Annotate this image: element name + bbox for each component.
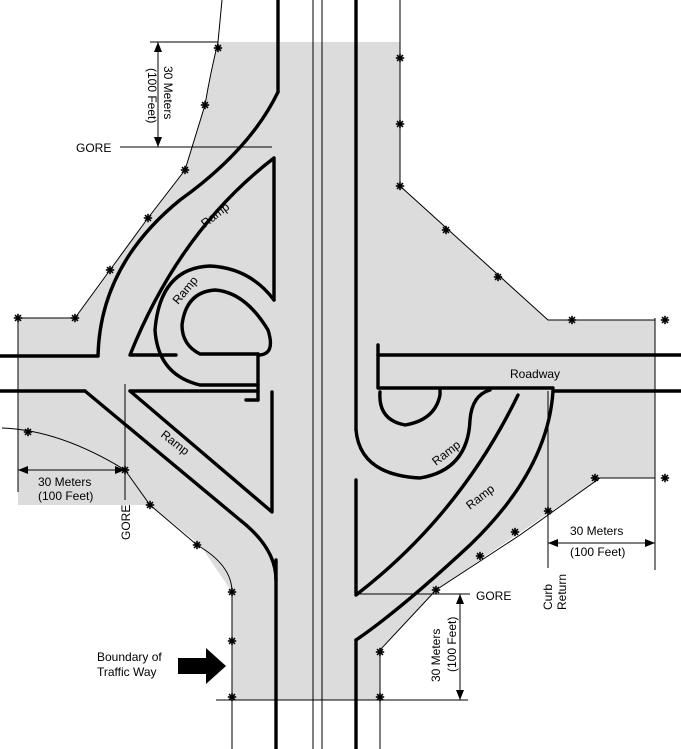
sw-ramp-triangle: [128, 389, 274, 514]
boundary-marker-icon: [375, 692, 385, 702]
boundary-marker-icon: [375, 647, 385, 657]
boundary-marker-icon: [13, 313, 23, 323]
nw-ramp-triangle: [128, 156, 276, 357]
boundary-marker-icon: [23, 427, 33, 437]
se-ramp-triangle: [354, 393, 520, 597]
boundary-marker-icon: [227, 692, 237, 702]
boundary-marker-icon: [660, 473, 670, 483]
boundary-marker-icon: [441, 225, 451, 235]
dim-bottom-metric: 30 Meters: [429, 629, 443, 682]
boundary-marker-icon: [395, 181, 405, 191]
boundary-line-upper-right: [399, 0, 655, 321]
traffic-way-area: [18, 42, 655, 700]
dim-left-imperial: (100 Feet): [38, 489, 93, 503]
boundary-marker-icon: [213, 43, 223, 53]
dim-right-metric: 30 Meters: [570, 524, 623, 538]
sw-outer-ramp: [83, 389, 278, 582]
boundary-marker-icon: [105, 265, 115, 275]
boundary-marker-icon: [145, 500, 155, 510]
boundary-marker-icon: [143, 213, 153, 223]
boundary-line-lower-right: [379, 477, 655, 749]
gore-label-sw: GORE: [119, 505, 133, 540]
nw-loop-inner: [180, 288, 273, 357]
dim-right-arrow-l: [548, 539, 558, 547]
boundary-marker-icon: [431, 585, 441, 595]
ne-connector: [376, 343, 555, 390]
dim-left-arrow-l: [18, 466, 28, 474]
dim-right-arrow-r: [645, 539, 655, 547]
boundary-marker-icon: [70, 313, 80, 323]
boundary-marker-icon: [590, 473, 600, 483]
boundary-marker-icon: [192, 540, 202, 550]
boundary-marker-icon: [120, 465, 130, 475]
boundary-marker-icon: [395, 53, 405, 63]
boundary-marker-icon: [227, 587, 237, 597]
boundary-pointer-icon: [178, 648, 226, 684]
gore-label-se: GORE: [476, 589, 511, 603]
gore-label-nw: GORE: [76, 141, 111, 155]
boundary-marker-icon: [510, 527, 520, 537]
dim-left-arrow-r: [115, 466, 125, 474]
boundary-marker-icon: [493, 272, 503, 282]
curb-label: Curb: [541, 584, 555, 610]
boundary-markers: [13, 43, 670, 702]
boundary-label-line1: Boundary of: [97, 650, 162, 664]
boundary-marker-icon: [395, 119, 405, 129]
boundary-marker-icon: [660, 315, 670, 325]
boundary-marker-icon: [227, 636, 237, 646]
nw-outer-ramp: [96, 90, 280, 358]
dim-top-metric: 30 Meters: [161, 66, 175, 119]
dim-top-arrow-up: [154, 42, 162, 52]
boundary-label-line2: Traffic Way: [97, 665, 157, 679]
dim-top-imperial: (100 Feet): [145, 68, 159, 123]
dim-bottom-arrow-up: [456, 594, 464, 604]
dim-right-imperial: (100 Feet): [570, 545, 625, 559]
boundary-marker-icon: [475, 551, 485, 561]
dim-bottom-arrow-down: [456, 690, 464, 700]
roadway-label: Roadway: [510, 367, 560, 381]
boundary-marker-icon: [200, 100, 210, 110]
se-outer-ramp: [354, 389, 555, 642]
boundary-line-lower-left: [1, 427, 233, 749]
se-loop-outer: [354, 388, 492, 480]
nw-loop-ramp: [153, 264, 276, 387]
ne-loop: [378, 388, 442, 427]
dim-top-arrow-down: [154, 137, 162, 147]
return-label: Return: [555, 574, 569, 610]
dim-bottom-imperial: (100 Feet): [445, 617, 459, 672]
dim-left-metric: 30 Meters: [38, 475, 91, 489]
boundary-marker-icon: [180, 165, 190, 175]
boundary-marker-icon: [567, 315, 577, 325]
boundary-marker-icon: [543, 506, 553, 516]
